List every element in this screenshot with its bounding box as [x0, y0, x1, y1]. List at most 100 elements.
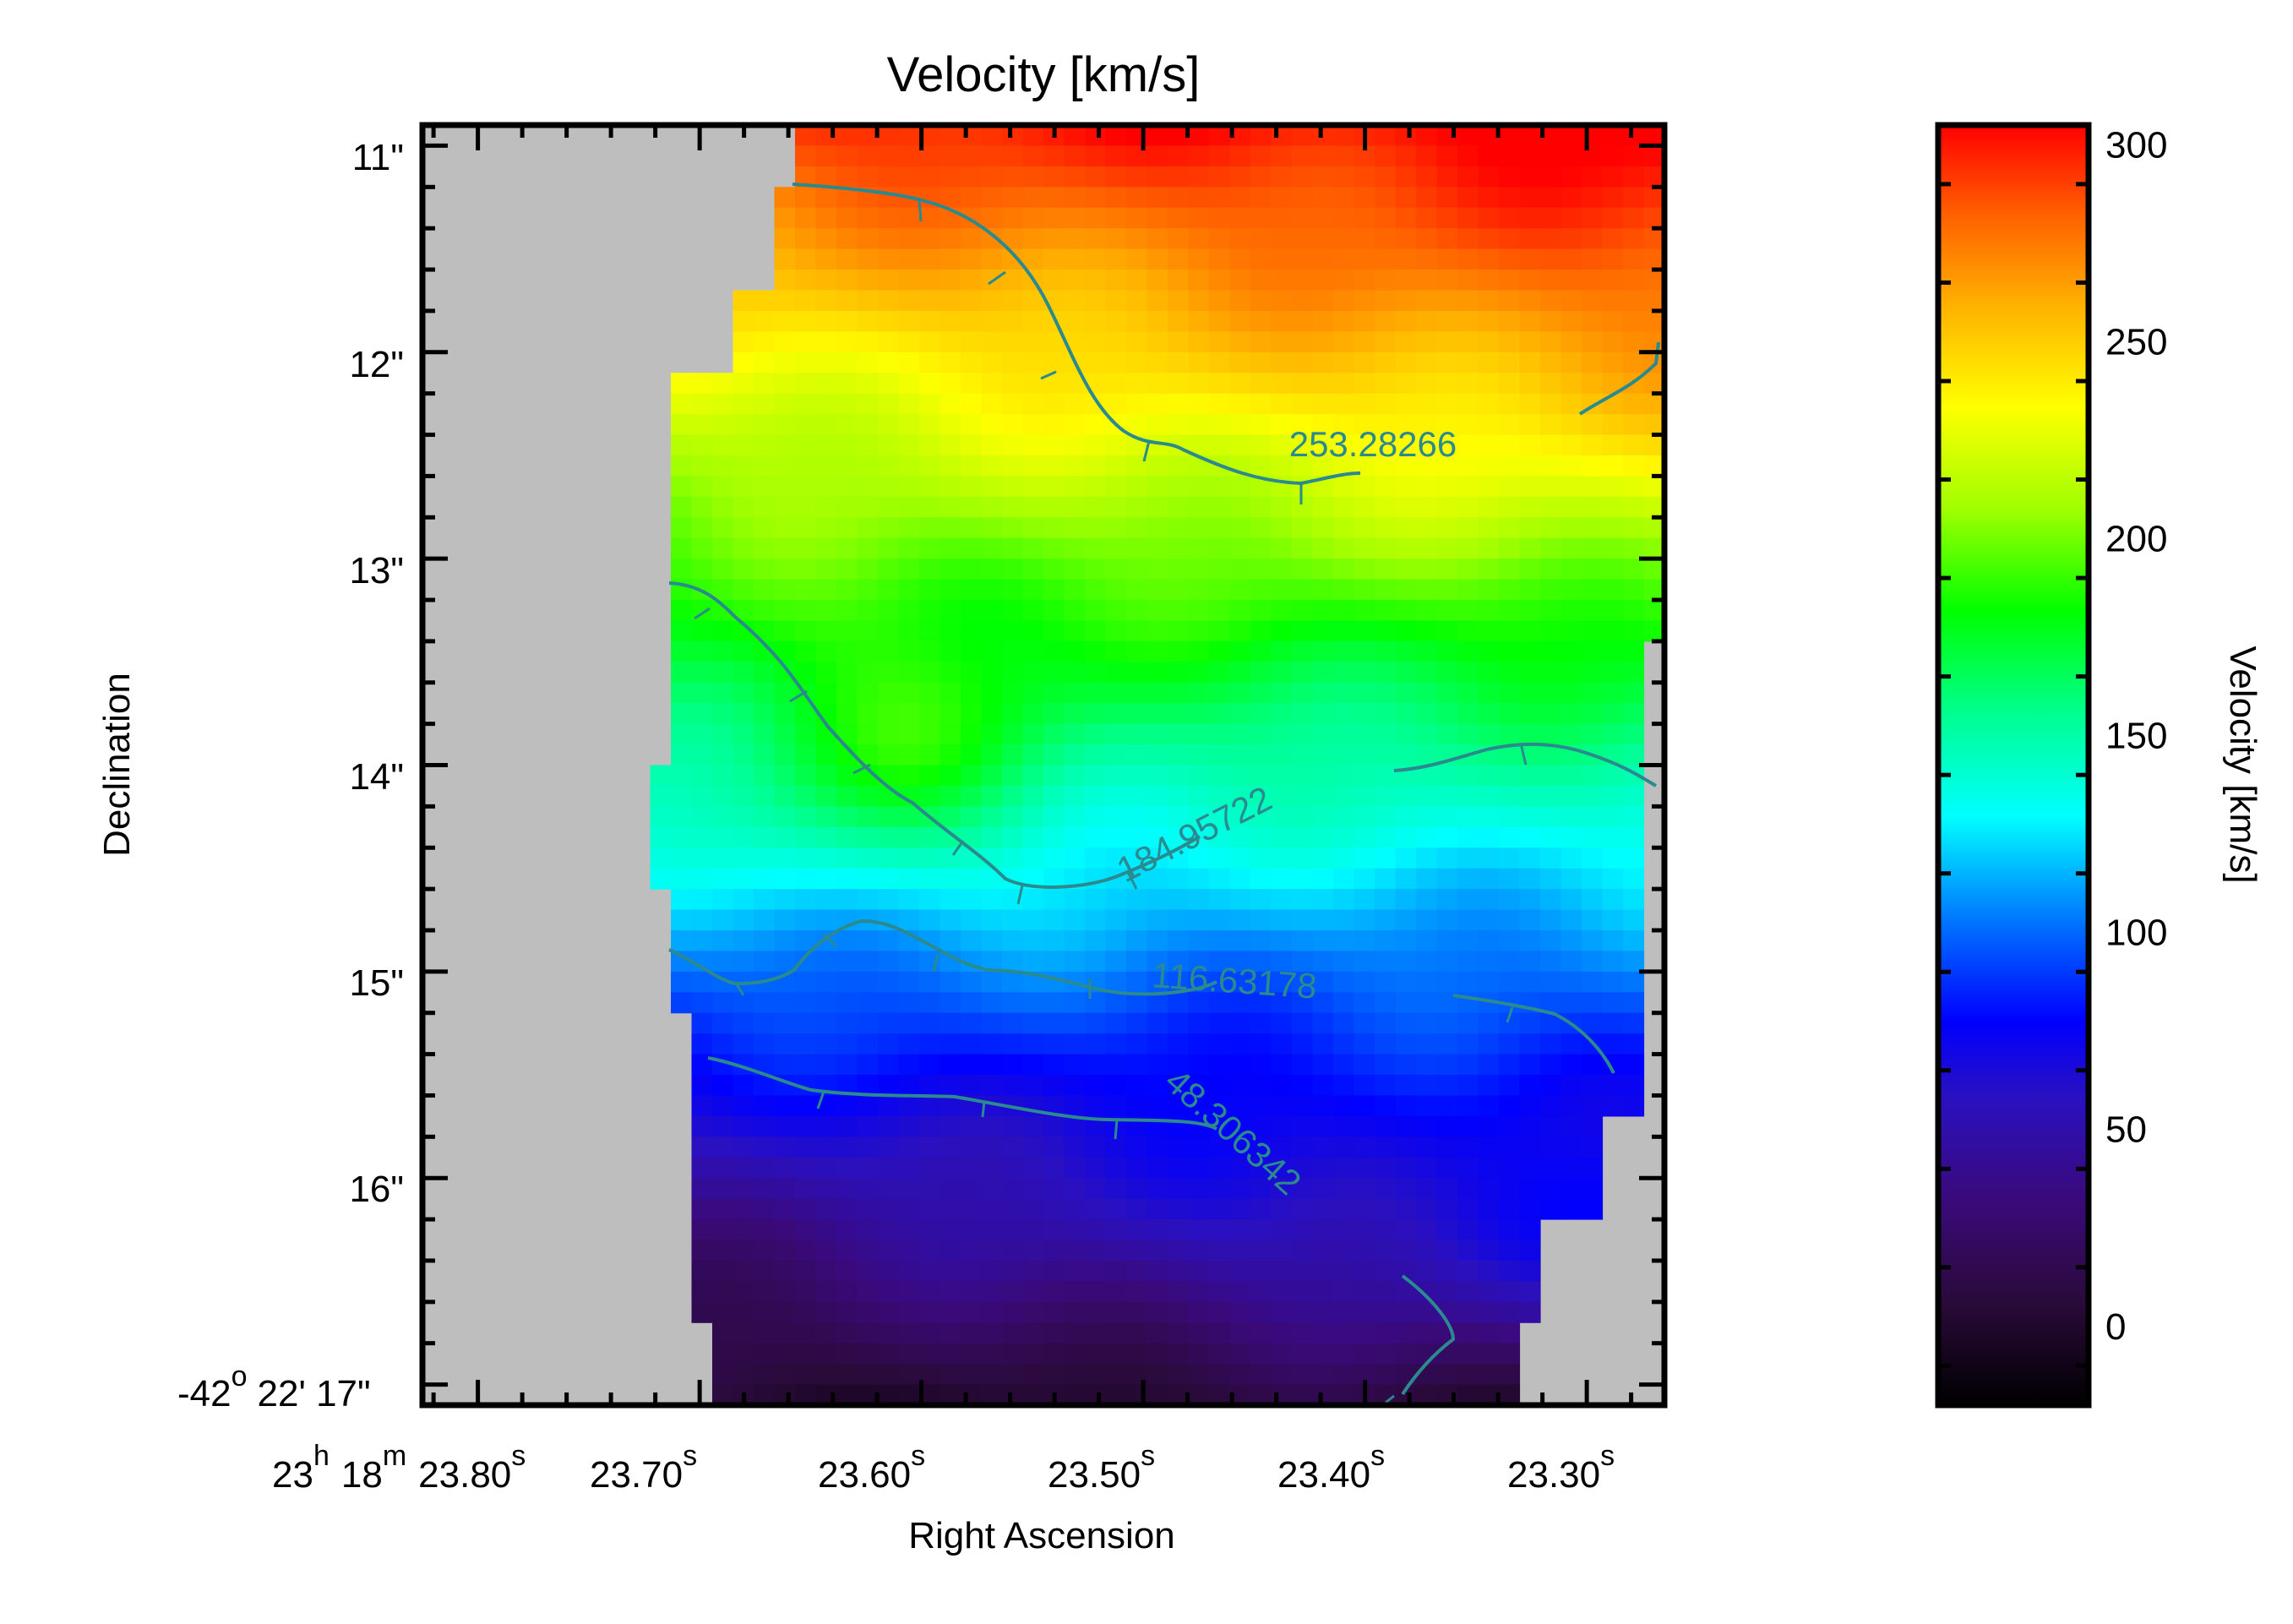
velocity-pixel [1436, 620, 1458, 642]
velocity-pixel [1209, 496, 1231, 518]
velocity-pixel [961, 744, 983, 766]
velocity-pixel [733, 1240, 754, 1262]
velocity-pixel [1250, 1343, 1272, 1365]
velocity-pixel [1499, 331, 1521, 353]
velocity-pixel [774, 1198, 796, 1220]
velocity-pixel [1209, 600, 1231, 621]
velocity-pixel [1229, 1033, 1251, 1055]
velocity-pixel [1146, 930, 1168, 951]
velocity-pixel [1602, 1033, 1624, 1055]
velocity-pixel [1499, 373, 1521, 395]
velocity-pixel [1043, 682, 1065, 704]
velocity-pixel [712, 826, 734, 848]
velocity-pixel [1457, 559, 1479, 580]
velocity-pixel [1168, 331, 1190, 353]
velocity-pixel [1250, 1157, 1272, 1179]
velocity-pixel [1540, 1095, 1562, 1117]
colorbar-gradient [1935, 122, 2092, 1409]
velocity-pixel [671, 847, 693, 869]
velocity-pixel [1022, 166, 1044, 188]
velocity-pixel [691, 930, 713, 951]
velocity-pixel [940, 1322, 961, 1344]
velocity-pixel [1229, 1261, 1251, 1282]
velocity-pixel [1582, 806, 1604, 828]
velocity-pixel [1457, 1219, 1479, 1241]
velocity-pixel [671, 806, 693, 828]
velocity-pixel [1436, 703, 1458, 725]
velocity-pixel [1395, 992, 1417, 1014]
velocity-pixel [878, 373, 900, 395]
velocity-pixel [836, 1136, 858, 1158]
velocity-pixel [1582, 537, 1604, 559]
velocity-pixel [1022, 1054, 1044, 1076]
velocity-pixel [898, 1198, 920, 1220]
velocity-pixel [774, 1219, 796, 1241]
contour-tick [852, 763, 871, 775]
velocity-pixel [1436, 889, 1458, 911]
velocity-pixel [774, 270, 796, 291]
velocity-pixel [671, 765, 693, 787]
velocity-pixel [1229, 1219, 1251, 1241]
velocity-pixel [1146, 1012, 1168, 1034]
velocity-pixel [1126, 1075, 1148, 1096]
velocity-pixel [795, 847, 817, 869]
velocity-pixel [857, 703, 879, 725]
velocity-pixel [857, 826, 879, 848]
velocity-pixel [961, 1198, 983, 1220]
velocity-pixel [1333, 723, 1355, 745]
velocity-pixel [1395, 352, 1417, 373]
velocity-pixel [1540, 662, 1562, 684]
velocity-pixel [1478, 496, 1500, 518]
velocity-pixel [1375, 992, 1397, 1014]
velocity-pixel [815, 559, 837, 580]
velocity-pixel [1312, 1322, 1334, 1344]
velocity-pixel [1353, 166, 1375, 188]
velocity-pixel [815, 310, 837, 332]
velocity-pixel [1105, 310, 1127, 332]
velocity-pixel [940, 1095, 961, 1117]
velocity-pixel [1146, 1343, 1168, 1365]
velocity-pixel [898, 806, 920, 828]
velocity-pixel [1478, 1219, 1500, 1241]
velocity-pixel [1643, 393, 1665, 415]
velocity-pixel [1022, 620, 1044, 642]
velocity-pixel [898, 331, 920, 353]
velocity-pixel [857, 889, 879, 911]
velocity-pixel [836, 1240, 858, 1262]
velocity-pixel [733, 434, 754, 456]
velocity-pixel [795, 228, 817, 250]
velocity-pixel [1292, 1343, 1314, 1365]
velocity-pixel [1457, 517, 1479, 539]
velocity-pixel [1499, 1219, 1521, 1241]
velocity-pixel [754, 373, 776, 395]
velocity-pixel [1292, 971, 1314, 993]
velocity-pixel [1560, 1115, 1582, 1137]
velocity-pixel [1126, 992, 1148, 1014]
velocity-pixel [1064, 785, 1086, 807]
velocity-pixel [691, 455, 713, 477]
velocity-pixel [1146, 1322, 1168, 1344]
velocity-pixel [836, 125, 858, 146]
velocity-pixel [1540, 744, 1562, 766]
velocity-pixel [919, 310, 941, 332]
velocity-pixel [754, 1095, 776, 1117]
velocity-pixel [1416, 785, 1438, 807]
velocity-pixel [878, 145, 900, 167]
velocity-pixel [1126, 476, 1148, 498]
velocity-pixel [1043, 145, 1065, 167]
velocity-pixel [1168, 1240, 1190, 1262]
velocity-pixel [1229, 310, 1251, 332]
velocity-pixel [815, 1240, 837, 1262]
velocity-pixel [919, 393, 941, 415]
velocity-pixel [878, 125, 900, 146]
velocity-pixel [1312, 1364, 1334, 1386]
velocity-pixel [733, 1075, 754, 1096]
velocity-pixel [733, 889, 754, 911]
velocity-pixel [1064, 1322, 1086, 1344]
velocity-pixel [1229, 331, 1251, 353]
velocity-pixel [1623, 640, 1645, 662]
velocity-pixel [1333, 145, 1355, 167]
velocity-pixel [1209, 248, 1231, 270]
velocity-pixel [898, 682, 920, 704]
velocity-pixel [774, 228, 796, 250]
